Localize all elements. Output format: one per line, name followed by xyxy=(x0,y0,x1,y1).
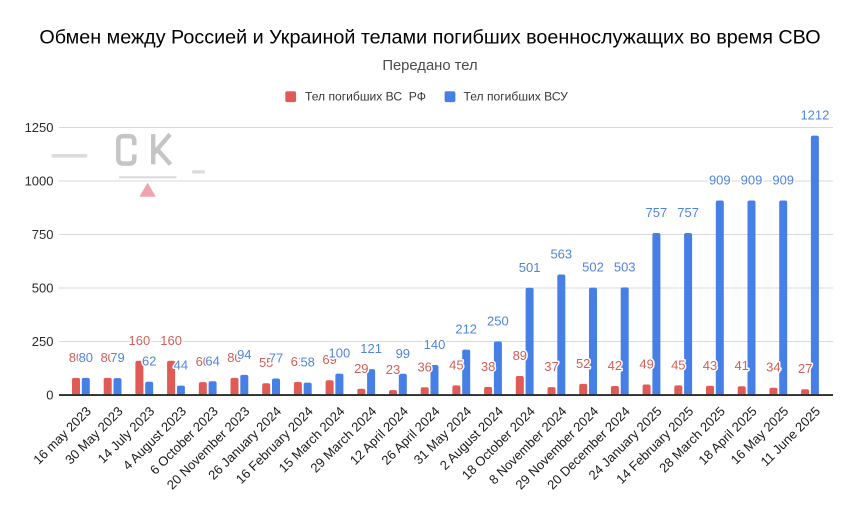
svg-text:49: 49 xyxy=(639,357,653,372)
svg-text:62: 62 xyxy=(142,354,156,369)
svg-text:Обмен между Россией и Украиной: Обмен между Россией и Украиной телами по… xyxy=(39,27,820,49)
svg-text:36: 36 xyxy=(417,359,431,374)
svg-text:909: 909 xyxy=(709,173,731,188)
svg-text:100: 100 xyxy=(329,346,351,361)
svg-text:1250: 1250 xyxy=(25,120,54,135)
svg-text:757: 757 xyxy=(677,205,699,220)
svg-text:69: 69 xyxy=(322,352,336,367)
svg-text:29: 29 xyxy=(354,361,368,376)
svg-text:503: 503 xyxy=(614,259,636,274)
svg-text:64: 64 xyxy=(205,353,219,368)
svg-text:250: 250 xyxy=(487,314,509,329)
svg-text:61: 61 xyxy=(291,354,305,369)
svg-text:34: 34 xyxy=(766,360,780,375)
svg-text:37: 37 xyxy=(544,359,558,374)
svg-text:41: 41 xyxy=(734,358,748,373)
svg-text:58: 58 xyxy=(300,355,314,370)
svg-text:500: 500 xyxy=(32,281,54,296)
svg-text:1212: 1212 xyxy=(800,108,829,123)
svg-text:1000: 1000 xyxy=(25,174,54,189)
svg-text:52: 52 xyxy=(576,356,590,371)
svg-text:80: 80 xyxy=(79,350,93,365)
svg-text:42: 42 xyxy=(608,358,622,373)
svg-text:502: 502 xyxy=(582,260,604,275)
svg-text:60: 60 xyxy=(196,354,210,369)
svg-text:121: 121 xyxy=(360,341,382,356)
svg-text:44: 44 xyxy=(174,358,188,373)
svg-text:99: 99 xyxy=(396,346,410,361)
svg-text:Тел погибших ВС РФ: Тел погибших ВС РФ xyxy=(305,90,426,104)
svg-text:38: 38 xyxy=(481,359,495,374)
svg-text:45: 45 xyxy=(449,357,463,372)
svg-text:501: 501 xyxy=(519,260,541,275)
svg-text:80: 80 xyxy=(69,350,83,365)
svg-text:212: 212 xyxy=(455,322,477,337)
svg-text:80: 80 xyxy=(227,350,241,365)
svg-text:43: 43 xyxy=(703,358,717,373)
svg-text:94: 94 xyxy=(237,347,251,362)
svg-text:45: 45 xyxy=(671,357,685,372)
svg-text:250: 250 xyxy=(32,334,54,349)
svg-text:909: 909 xyxy=(741,173,763,188)
svg-text:140: 140 xyxy=(424,337,446,352)
svg-text:750: 750 xyxy=(32,227,54,242)
svg-text:Передано тел: Передано тел xyxy=(382,58,477,74)
svg-text:Тел погибших ВСУ: Тел погибших ВСУ xyxy=(464,90,569,104)
svg-text:79: 79 xyxy=(110,350,124,365)
svg-text:55: 55 xyxy=(259,355,273,370)
svg-text:563: 563 xyxy=(550,247,572,262)
svg-text:77: 77 xyxy=(269,351,283,366)
svg-text:0: 0 xyxy=(46,388,53,403)
svg-text:23: 23 xyxy=(386,362,400,377)
svg-text:27: 27 xyxy=(798,361,812,376)
svg-text:160: 160 xyxy=(129,333,151,348)
svg-text:757: 757 xyxy=(646,205,668,220)
svg-text:80: 80 xyxy=(100,350,114,365)
svg-text:89: 89 xyxy=(513,348,527,363)
svg-text:909: 909 xyxy=(772,173,794,188)
svg-text:160: 160 xyxy=(160,333,182,348)
